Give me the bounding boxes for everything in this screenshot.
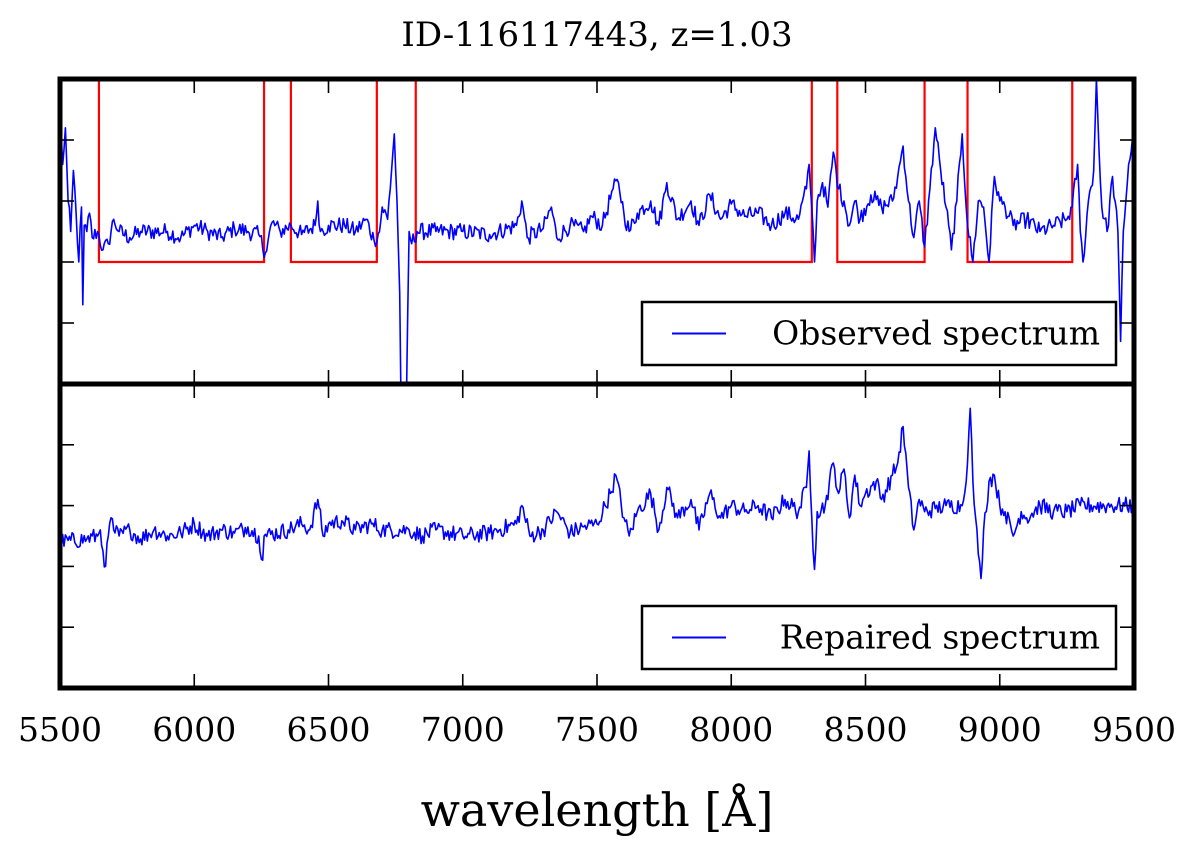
x-tick-label-9500: 9500 xyxy=(1092,710,1176,749)
x-tick-label-6500: 6500 xyxy=(287,710,371,749)
x-tick-label-5500: 5500 xyxy=(18,710,102,749)
chart-title: ID-116117443, z=1.03 xyxy=(401,15,792,55)
repaired-axes-frame xyxy=(57,381,1137,691)
x-tick-label-7000: 7000 xyxy=(421,710,505,749)
x-tick-label-8500: 8500 xyxy=(824,710,908,749)
mask-window-4 xyxy=(836,79,926,264)
mask-window-2 xyxy=(289,79,378,264)
x-tick-label-8000: 8000 xyxy=(689,710,773,749)
x-tick-label-7500: 7500 xyxy=(555,710,639,749)
mask-window-3 xyxy=(414,79,813,264)
mask-window-1 xyxy=(97,79,266,264)
x-tick-label-6000: 6000 xyxy=(152,710,236,749)
observed-spectrum-line xyxy=(60,79,1134,384)
x-tick-labels: 5500 6000 6500 7000 7500 8000 8500 9000 9500 xyxy=(18,710,1176,749)
x-axis-label: wavelength [Å] xyxy=(421,782,774,837)
repaired-panel: Repaired spectrum xyxy=(57,381,1137,691)
repaired-legend: Repaired spectrum xyxy=(640,604,1118,671)
observed-legend: Observed spectrum xyxy=(640,300,1118,367)
observed-panel: Observed spectrum xyxy=(57,76,1137,387)
observed-legend-label: Observed spectrum xyxy=(772,314,1100,353)
repaired-spectrum-line xyxy=(60,407,1134,580)
x-tick-label-9000: 9000 xyxy=(958,710,1042,749)
mask-window-5 xyxy=(966,79,1074,264)
repaired-legend-label: Repaired spectrum xyxy=(780,618,1100,657)
